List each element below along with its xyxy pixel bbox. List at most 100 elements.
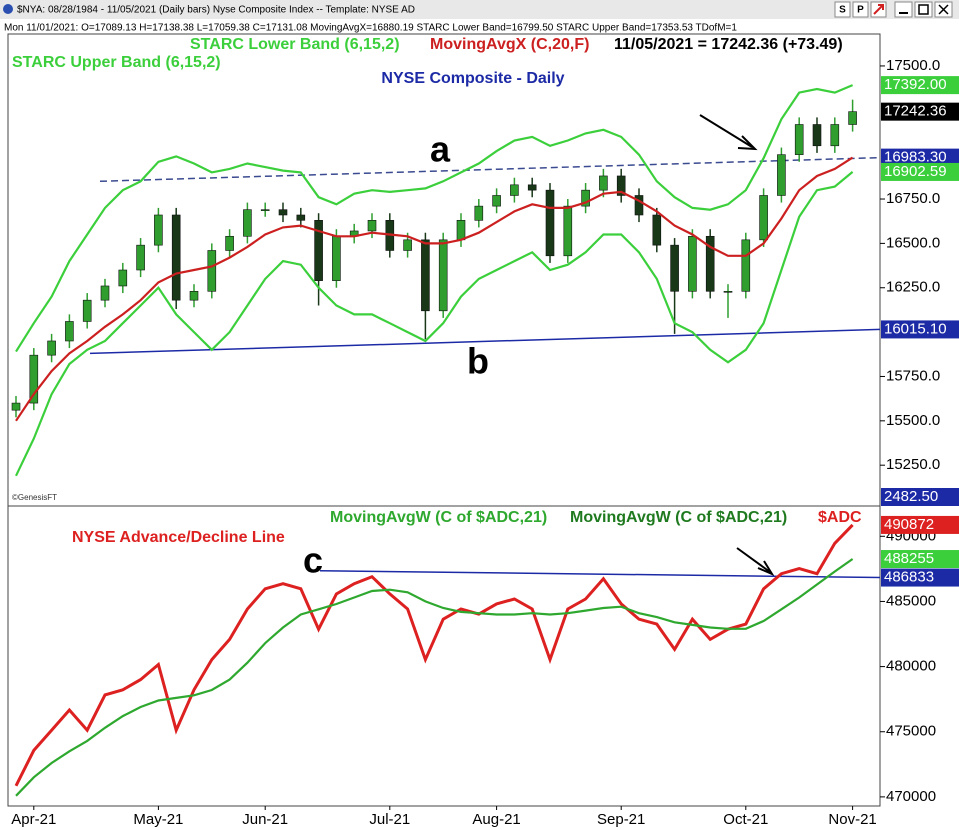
- x-tick-label: Sep-21: [597, 811, 645, 828]
- candle-body: [189, 290, 199, 301]
- candle-body: [243, 209, 252, 237]
- candle-body: [65, 321, 74, 342]
- arrow: [736, 547, 775, 577]
- trendline-label: b: [467, 341, 489, 382]
- candle-body: [225, 235, 234, 251]
- y-tick-label: 485000: [886, 592, 936, 609]
- y-tick-label: 16250.0: [886, 279, 940, 296]
- value-box: [881, 550, 959, 569]
- value-box: [881, 515, 959, 534]
- watermark: ©GenesisFT: [12, 493, 57, 502]
- value-box-label: 486833: [884, 569, 934, 586]
- candle-body: [741, 239, 751, 292]
- line: [14, 523, 854, 787]
- value-box-label: 16983.30: [884, 149, 947, 166]
- value-box-label: 17392.00: [884, 76, 947, 93]
- candle-body: [154, 214, 163, 246]
- candle-body: [456, 220, 466, 241]
- candle-body: [563, 205, 573, 257]
- candle-body: [545, 189, 555, 257]
- line: [15, 558, 854, 797]
- lower-panel: [7, 505, 881, 807]
- button-s-label: S: [839, 5, 846, 16]
- x-tick-label: Apr-21: [11, 811, 56, 828]
- candle-body: [438, 239, 448, 312]
- legend-entry: STARC Upper Band (6,15,2): [12, 54, 221, 71]
- y-tick-label: 470000: [886, 788, 936, 805]
- x-tick-label: Nov-21: [828, 811, 876, 828]
- candle-body: [812, 124, 822, 147]
- y-tick-label: 480000: [886, 658, 936, 675]
- y-tick-label: 15250.0: [886, 456, 940, 473]
- legend-entry: MovingAvgW (C of $ADC,21): [330, 509, 547, 526]
- x-tick-label: Jul-21: [369, 811, 410, 828]
- y-tick-label: 15750.0: [886, 367, 940, 384]
- candle-body: [260, 209, 270, 211]
- candle-body: [47, 340, 56, 356]
- candle-body: [171, 214, 181, 301]
- candle-body: [723, 290, 733, 293]
- button-p[interactable]: [852, 1, 869, 18]
- candle-body: [367, 220, 377, 232]
- candle-body: [581, 189, 590, 207]
- app-icon: [3, 4, 13, 14]
- candle-body: [492, 195, 501, 207]
- line: [15, 156, 854, 422]
- candle-body: [705, 235, 715, 292]
- candle-body: [207, 250, 217, 292]
- candle-body: [527, 184, 537, 191]
- value-box: [881, 76, 959, 95]
- x-tick-label: Aug-21: [472, 811, 520, 828]
- value-box: [881, 162, 959, 181]
- candle-body: [652, 214, 662, 246]
- candle-body: [759, 195, 768, 241]
- value-box: [881, 320, 959, 339]
- candle-body: [830, 124, 840, 147]
- trendline-label: c: [303, 540, 323, 581]
- y-tick-label: 15500.0: [886, 412, 940, 429]
- y-tick-label: 16750.0: [886, 190, 940, 207]
- line: [15, 84, 854, 353]
- value-box: [881, 568, 959, 587]
- value-box: [881, 148, 959, 167]
- candle-body: [474, 205, 484, 221]
- candle-body: [599, 175, 608, 191]
- chart-title: NYSE Advance/Decline Line: [72, 529, 285, 546]
- candle-body: [616, 175, 626, 196]
- y-tick-label: 16500.0: [886, 234, 940, 251]
- title-bar: [0, 0, 959, 19]
- status-line: Mon 11/01/2021: O=17089.13 H=17138.38 L=…: [4, 23, 737, 34]
- legend-entry: STARC Lower Band (6,15,2): [190, 36, 400, 53]
- value-box-label: 16902.59: [884, 163, 947, 180]
- candle-body: [29, 354, 39, 404]
- trendline: [89, 328, 881, 355]
- button-s[interactable]: [834, 1, 851, 18]
- button-p-label: P: [857, 5, 864, 16]
- arrow: [699, 114, 758, 151]
- trendline: [319, 569, 881, 579]
- candle-body: [688, 235, 697, 292]
- candle-body: [670, 244, 679, 292]
- x-tick-label: Jun-21: [242, 811, 288, 828]
- candle-body: [403, 239, 412, 251]
- value-box-label: 490872: [884, 516, 934, 533]
- candle-body: [278, 209, 288, 216]
- candle-body: [136, 244, 145, 271]
- candle-body: [510, 184, 519, 196]
- candle-body: [100, 285, 110, 301]
- header-note: MovingAvgW (C of $ADC,21): [570, 509, 787, 526]
- trendline: [99, 156, 881, 183]
- trendline-label: a: [430, 129, 451, 170]
- settings-icon: [873, 4, 884, 15]
- close-icon: [938, 4, 949, 15]
- candle-body: [82, 299, 92, 322]
- candle-body: [634, 195, 644, 216]
- candle-body: [11, 402, 21, 411]
- candle-body: [777, 154, 786, 196]
- candle-body: [421, 239, 430, 312]
- minimize-button[interactable]: [894, 1, 913, 18]
- value-box-label: 2482.50: [884, 488, 938, 505]
- candle-body: [314, 220, 323, 281]
- window-title: $NYA: 08/28/1984 - 11/05/2021 (Daily bar…: [17, 5, 415, 16]
